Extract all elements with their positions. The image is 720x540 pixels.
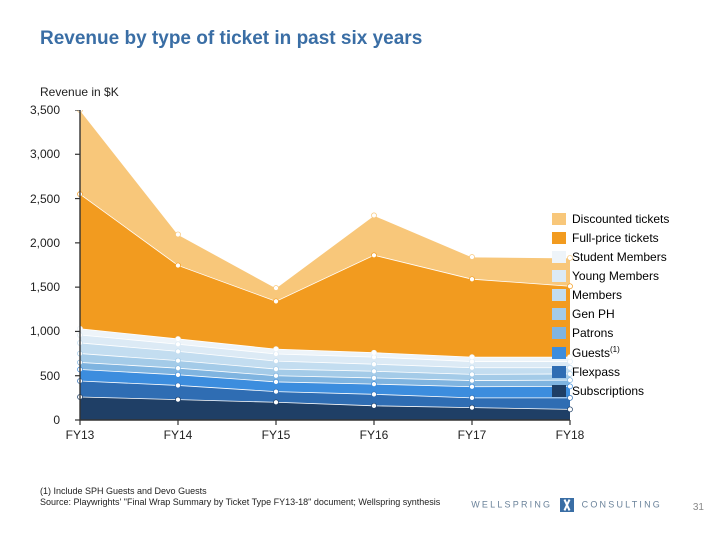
marker-gen_ph bbox=[176, 358, 181, 363]
legend-swatch bbox=[552, 347, 566, 359]
legend-label: Discounted tickets bbox=[572, 212, 669, 226]
marker-full_price bbox=[274, 299, 279, 304]
y-tick-label: 0 bbox=[10, 413, 60, 427]
marker-flexpass bbox=[470, 395, 475, 400]
x-tick-label: FY13 bbox=[66, 428, 95, 442]
marker-members bbox=[176, 349, 181, 354]
marker-members bbox=[274, 359, 279, 364]
x-tick-label: FY15 bbox=[262, 428, 291, 442]
legend-item-flexpass: Flexpass bbox=[552, 365, 669, 379]
stacked-area-plot bbox=[40, 110, 580, 450]
legend-swatch bbox=[552, 327, 566, 339]
legend-swatch bbox=[552, 251, 566, 263]
marker-guests bbox=[274, 379, 279, 384]
y-axis-label: Revenue in $K bbox=[40, 85, 119, 99]
marker-discounted bbox=[470, 255, 475, 260]
marker-flexpass bbox=[274, 389, 279, 394]
legend-superscript: (1) bbox=[610, 345, 620, 354]
marker-subscriptions bbox=[470, 405, 475, 410]
marker-guests bbox=[470, 384, 475, 389]
legend-swatch bbox=[552, 385, 566, 397]
marker-flexpass bbox=[176, 383, 181, 388]
legend-label: Guests(1) bbox=[572, 345, 620, 360]
brand-right: CONSULTING bbox=[582, 499, 662, 509]
marker-discounted bbox=[274, 286, 279, 291]
y-tick-label: 3,500 bbox=[10, 103, 60, 117]
legend-item-guests: Guests(1) bbox=[552, 345, 669, 360]
marker-patrons bbox=[176, 366, 181, 371]
marker-subscriptions bbox=[274, 400, 279, 405]
marker-members bbox=[470, 365, 475, 370]
marker-young_members bbox=[274, 352, 279, 357]
marker-subscriptions bbox=[372, 403, 377, 408]
legend: Discounted tickets Full-price tickets Stud… bbox=[552, 212, 669, 403]
legend-label: Gen PH bbox=[572, 307, 615, 321]
footnote: (1) Include SPH Guests and Devo Guests bbox=[40, 486, 207, 497]
legend-item-gen_ph: Gen PH bbox=[552, 307, 669, 321]
legend-item-patrons: Patrons bbox=[552, 326, 669, 340]
y-tick-label: 3,000 bbox=[10, 147, 60, 161]
marker-guests bbox=[176, 372, 181, 377]
legend-swatch bbox=[552, 289, 566, 301]
brand-icon bbox=[560, 498, 574, 512]
marker-patrons bbox=[274, 373, 279, 378]
x-tick-label: FY14 bbox=[164, 428, 193, 442]
marker-patrons bbox=[470, 378, 475, 383]
x-tick-label: FY17 bbox=[458, 428, 487, 442]
legend-swatch bbox=[552, 213, 566, 225]
source-line: Source: Playwrights' "Final Wrap Summary… bbox=[40, 497, 440, 508]
legend-item-young_members: Young Members bbox=[552, 269, 669, 283]
marker-student_members bbox=[470, 355, 475, 360]
marker-young_members bbox=[176, 342, 181, 347]
x-tick-label: FY16 bbox=[360, 428, 389, 442]
marker-full_price bbox=[470, 277, 475, 282]
marker-discounted bbox=[372, 213, 377, 218]
legend-label: Young Members bbox=[572, 269, 659, 283]
legend-item-members: Members bbox=[552, 288, 669, 302]
brand-left: WELLSPRING bbox=[471, 499, 552, 509]
legend-item-subscriptions: Subscriptions bbox=[552, 384, 669, 398]
legend-label: Members bbox=[572, 288, 622, 302]
legend-label: Flexpass bbox=[572, 365, 620, 379]
chart-title: Revenue by type of ticket in past six ye… bbox=[40, 28, 422, 50]
legend-item-full_price: Full-price tickets bbox=[552, 231, 669, 245]
y-tick-label: 1,000 bbox=[10, 324, 60, 338]
legend-item-discounted: Discounted tickets bbox=[552, 212, 669, 226]
marker-gen_ph bbox=[274, 367, 279, 372]
marker-gen_ph bbox=[470, 372, 475, 377]
marker-discounted bbox=[176, 232, 181, 237]
y-tick-label: 2,000 bbox=[10, 236, 60, 250]
marker-gen_ph bbox=[372, 369, 377, 374]
legend-item-student_members: Student Members bbox=[552, 250, 669, 264]
marker-student_members bbox=[176, 336, 181, 341]
y-tick-label: 1,500 bbox=[10, 280, 60, 294]
brand-mark: WELLSPRING CONSULTING bbox=[471, 498, 662, 512]
y-tick-label: 2,500 bbox=[10, 192, 60, 206]
marker-full_price bbox=[372, 253, 377, 258]
y-tick-label: 500 bbox=[10, 369, 60, 383]
marker-members bbox=[372, 362, 377, 367]
marker-student_members bbox=[274, 347, 279, 352]
marker-student_members bbox=[372, 350, 377, 355]
marker-guests bbox=[372, 382, 377, 387]
legend-label: Subscriptions bbox=[572, 384, 644, 398]
marker-flexpass bbox=[372, 392, 377, 397]
marker-subscriptions bbox=[568, 407, 573, 412]
page-number: 31 bbox=[693, 502, 704, 513]
x-tick-label: FY18 bbox=[556, 428, 585, 442]
marker-subscriptions bbox=[176, 397, 181, 402]
legend-swatch bbox=[552, 270, 566, 282]
legend-label: Full-price tickets bbox=[572, 231, 659, 245]
marker-patrons bbox=[372, 375, 377, 380]
legend-swatch bbox=[552, 308, 566, 320]
legend-label: Student Members bbox=[572, 250, 667, 264]
marker-full_price bbox=[176, 263, 181, 268]
legend-swatch bbox=[552, 232, 566, 244]
legend-label: Patrons bbox=[572, 326, 613, 340]
legend-swatch bbox=[552, 366, 566, 378]
